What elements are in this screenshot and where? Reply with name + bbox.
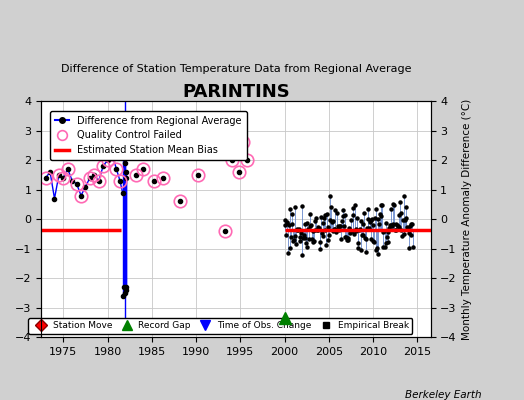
Text: Difference of Station Temperature Data from Regional Average: Difference of Station Temperature Data f… bbox=[61, 64, 411, 74]
Text: Berkeley Earth: Berkeley Earth bbox=[406, 390, 482, 400]
Legend: Station Move, Record Gap, Time of Obs. Change, Empirical Break: Station Move, Record Gap, Time of Obs. C… bbox=[28, 318, 412, 334]
Title: PARINTINS: PARINTINS bbox=[182, 83, 290, 101]
Y-axis label: Monthly Temperature Anomaly Difference (°C): Monthly Temperature Anomaly Difference (… bbox=[462, 98, 472, 340]
